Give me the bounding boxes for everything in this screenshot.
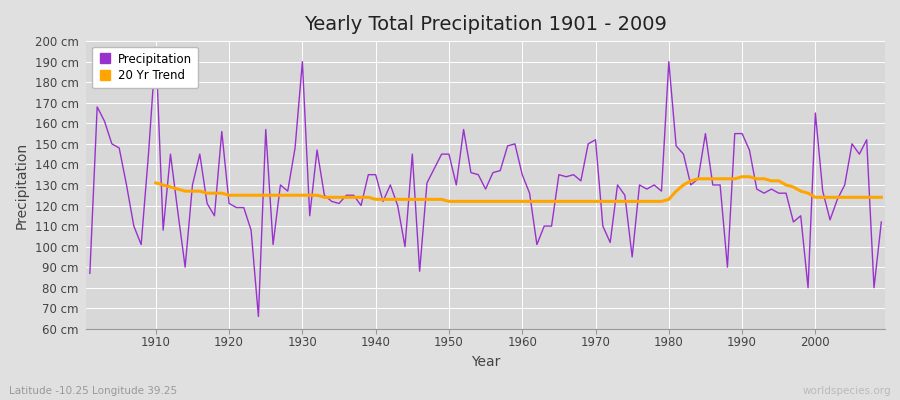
Precipitation bbox=[876, 220, 886, 224]
Precipitation bbox=[524, 191, 535, 196]
20 Yr Trend bbox=[290, 193, 301, 198]
Precipitation bbox=[85, 271, 95, 276]
Line: Precipitation: Precipitation bbox=[90, 47, 881, 316]
Precipitation bbox=[619, 193, 630, 198]
20 Yr Trend bbox=[319, 195, 329, 200]
20 Yr Trend bbox=[590, 199, 601, 204]
20 Yr Trend bbox=[876, 195, 886, 200]
20 Yr Trend bbox=[854, 195, 865, 200]
Title: Yearly Total Precipitation 1901 - 2009: Yearly Total Precipitation 1901 - 2009 bbox=[304, 15, 667, 34]
Precipitation bbox=[253, 314, 264, 319]
20 Yr Trend bbox=[444, 199, 454, 204]
20 Yr Trend bbox=[832, 195, 842, 200]
Y-axis label: Precipitation: Precipitation bbox=[15, 141, 29, 228]
20 Yr Trend bbox=[532, 199, 543, 204]
Precipitation bbox=[150, 45, 161, 50]
Precipitation bbox=[363, 172, 374, 177]
Line: 20 Yr Trend: 20 Yr Trend bbox=[156, 177, 881, 201]
Precipitation bbox=[532, 242, 543, 247]
20 Yr Trend bbox=[737, 174, 748, 179]
Precipitation bbox=[143, 152, 154, 156]
Text: Latitude -10.25 Longitude 39.25: Latitude -10.25 Longitude 39.25 bbox=[9, 386, 177, 396]
20 Yr Trend bbox=[150, 180, 161, 185]
Legend: Precipitation, 20 Yr Trend: Precipitation, 20 Yr Trend bbox=[92, 47, 198, 88]
Precipitation bbox=[319, 193, 329, 198]
X-axis label: Year: Year bbox=[471, 355, 500, 369]
Text: worldspecies.org: worldspecies.org bbox=[803, 386, 891, 396]
